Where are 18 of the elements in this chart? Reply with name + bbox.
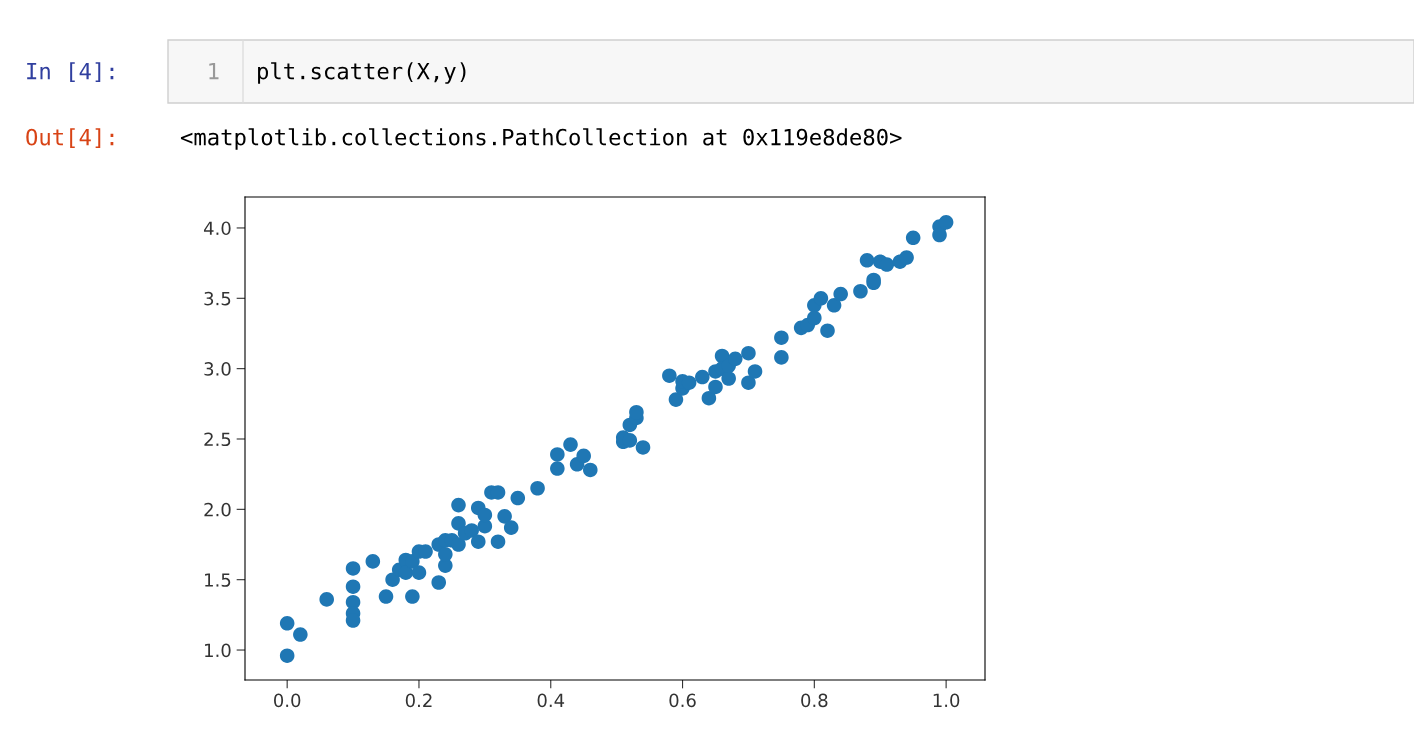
x-tick-label: 0.0	[274, 693, 301, 708]
text: plt.scatter(X,y)	[258, 62, 466, 84]
y-tick-label: 2.5	[204, 432, 231, 447]
y-tick-label: 1.5	[205, 573, 231, 587]
y-tick-label: 3.5	[204, 291, 231, 306]
text: <matplotlib.collections.PathCollection at 0x119e8de80>	[180, 128, 902, 150]
y-tick-label: 4.0	[203, 221, 231, 236]
y-tick-label: 2.0	[204, 502, 231, 517]
text: Out[4]:	[26, 128, 114, 149]
text: 1	[209, 62, 219, 80]
y-tick-label: 1.0	[205, 643, 231, 658]
x-tick-label: 0.4	[537, 693, 565, 708]
y-tick-label: 3.0	[204, 362, 231, 376]
text: In [4]:	[27, 62, 114, 83]
x-tick-label: 0.6	[669, 693, 696, 708]
x-tick-label: 1.0	[933, 693, 960, 708]
x-tick-label: 0.2	[405, 693, 432, 708]
x-tick-label: 0.8	[801, 693, 828, 708]
